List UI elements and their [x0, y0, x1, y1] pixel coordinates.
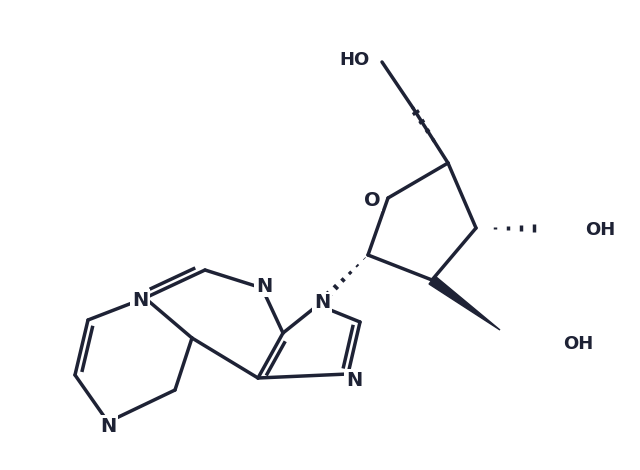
Text: N: N	[132, 290, 148, 310]
Polygon shape	[429, 276, 500, 330]
Text: O: O	[364, 190, 380, 210]
Text: HO: HO	[340, 51, 370, 69]
Text: N: N	[100, 416, 116, 436]
Text: N: N	[314, 293, 330, 313]
Text: N: N	[256, 276, 272, 296]
Text: OH: OH	[585, 221, 615, 239]
Text: N: N	[346, 370, 362, 390]
Text: OH: OH	[563, 335, 593, 353]
